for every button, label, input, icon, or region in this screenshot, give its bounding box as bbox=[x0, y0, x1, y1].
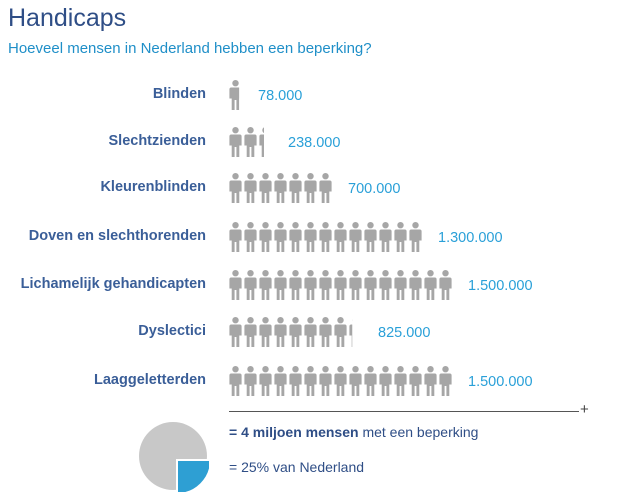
value-label: 700.000 bbox=[348, 181, 401, 197]
person-icon bbox=[304, 317, 317, 347]
person-icon bbox=[244, 127, 257, 157]
legend-line-1-bold: = 4 miljoen mensen bbox=[229, 424, 359, 440]
person-icon bbox=[364, 270, 377, 300]
person-icon bbox=[319, 270, 332, 300]
person-icon bbox=[334, 270, 347, 300]
person-icon bbox=[274, 222, 287, 252]
icon-row bbox=[229, 270, 452, 300]
person-icon bbox=[229, 127, 242, 157]
page-subtitle: Hoeveel mensen in Nederland hebben een b… bbox=[8, 40, 372, 57]
person-icon bbox=[259, 366, 272, 396]
person-icon bbox=[289, 173, 302, 203]
person-icon bbox=[229, 222, 242, 252]
legend-line-1: = 4 miljoen mensen met een beperking bbox=[229, 424, 478, 440]
person-icon bbox=[439, 270, 452, 300]
person-icon bbox=[229, 173, 242, 203]
category-label: Lichamelijk gehandicapten bbox=[20, 276, 206, 292]
value-label: 825.000 bbox=[378, 325, 431, 341]
person-icon bbox=[424, 270, 437, 300]
category-label: Doven en slechthorenden bbox=[28, 228, 206, 244]
person-icon bbox=[244, 317, 257, 347]
person-icon bbox=[349, 270, 362, 300]
value-label: 238.000 bbox=[288, 135, 341, 151]
person-icon bbox=[244, 173, 257, 203]
person-icon bbox=[349, 222, 362, 252]
value-label: 1.300.000 bbox=[438, 230, 503, 246]
pie-slice bbox=[176, 459, 209, 492]
plus-sign: + bbox=[580, 401, 589, 418]
value-label: 78.000 bbox=[258, 88, 303, 104]
person-icon bbox=[289, 270, 302, 300]
person-icon bbox=[304, 366, 317, 396]
person-icon bbox=[379, 270, 392, 300]
person-icon bbox=[289, 317, 302, 347]
person-icon bbox=[304, 270, 317, 300]
legend-line-1-rest: met een beperking bbox=[358, 424, 479, 440]
person-icon bbox=[259, 127, 264, 157]
person-icon bbox=[439, 366, 452, 396]
person-icon bbox=[349, 324, 353, 347]
value-label: 1.500.000 bbox=[468, 278, 533, 294]
icon-row bbox=[229, 173, 332, 203]
person-icon bbox=[394, 366, 407, 396]
legend-line-2: = 25% van Nederland bbox=[229, 459, 365, 475]
person-icon bbox=[229, 270, 242, 300]
category-label: Slechtzienden bbox=[108, 133, 207, 149]
person-icon bbox=[274, 317, 287, 347]
icon-row bbox=[229, 317, 353, 347]
person-icon bbox=[289, 222, 302, 252]
person-icon bbox=[379, 366, 392, 396]
person-icon bbox=[394, 270, 407, 300]
person-icon bbox=[364, 366, 377, 396]
person-icon bbox=[319, 317, 332, 347]
person-icon bbox=[229, 317, 242, 347]
icon-row bbox=[229, 366, 452, 396]
person-icon bbox=[319, 366, 332, 396]
person-icon bbox=[394, 222, 407, 252]
person-icon bbox=[319, 222, 332, 252]
person-icon bbox=[274, 366, 287, 396]
person-icon bbox=[259, 270, 272, 300]
person-icon bbox=[229, 80, 240, 110]
person-icon bbox=[274, 270, 287, 300]
category-label: Dyslectici bbox=[138, 323, 206, 339]
person-icon bbox=[244, 270, 257, 300]
person-icon bbox=[229, 366, 242, 396]
person-icon bbox=[244, 366, 257, 396]
person-icon bbox=[304, 173, 317, 203]
category-label: Blinden bbox=[152, 86, 206, 102]
person-icon bbox=[259, 317, 272, 347]
value-label: 1.500.000 bbox=[468, 374, 533, 390]
page-title: Handicaps bbox=[8, 4, 127, 32]
person-icon bbox=[424, 366, 437, 396]
sum-line bbox=[229, 411, 579, 412]
person-icon bbox=[334, 366, 347, 396]
person-icon bbox=[259, 173, 272, 203]
person-icon bbox=[409, 222, 422, 252]
person-icon bbox=[364, 222, 377, 252]
person-icon bbox=[244, 222, 257, 252]
person-icon bbox=[334, 222, 347, 252]
category-label: Kleurenblinden bbox=[100, 179, 206, 195]
person-icon bbox=[379, 222, 392, 252]
icon-row bbox=[229, 222, 422, 252]
person-icon bbox=[304, 222, 317, 252]
person-icon bbox=[334, 317, 347, 347]
person-icon bbox=[409, 270, 422, 300]
person-icon bbox=[409, 366, 422, 396]
person-icon bbox=[259, 222, 272, 252]
pie-chart bbox=[139, 422, 209, 492]
person-icon bbox=[289, 366, 302, 396]
person-icon bbox=[319, 173, 332, 203]
person-icon bbox=[349, 366, 362, 396]
category-label: Laaggeletterden bbox=[94, 372, 206, 388]
icon-row bbox=[229, 127, 264, 157]
person-icon bbox=[274, 173, 287, 203]
icon-row bbox=[229, 80, 240, 110]
